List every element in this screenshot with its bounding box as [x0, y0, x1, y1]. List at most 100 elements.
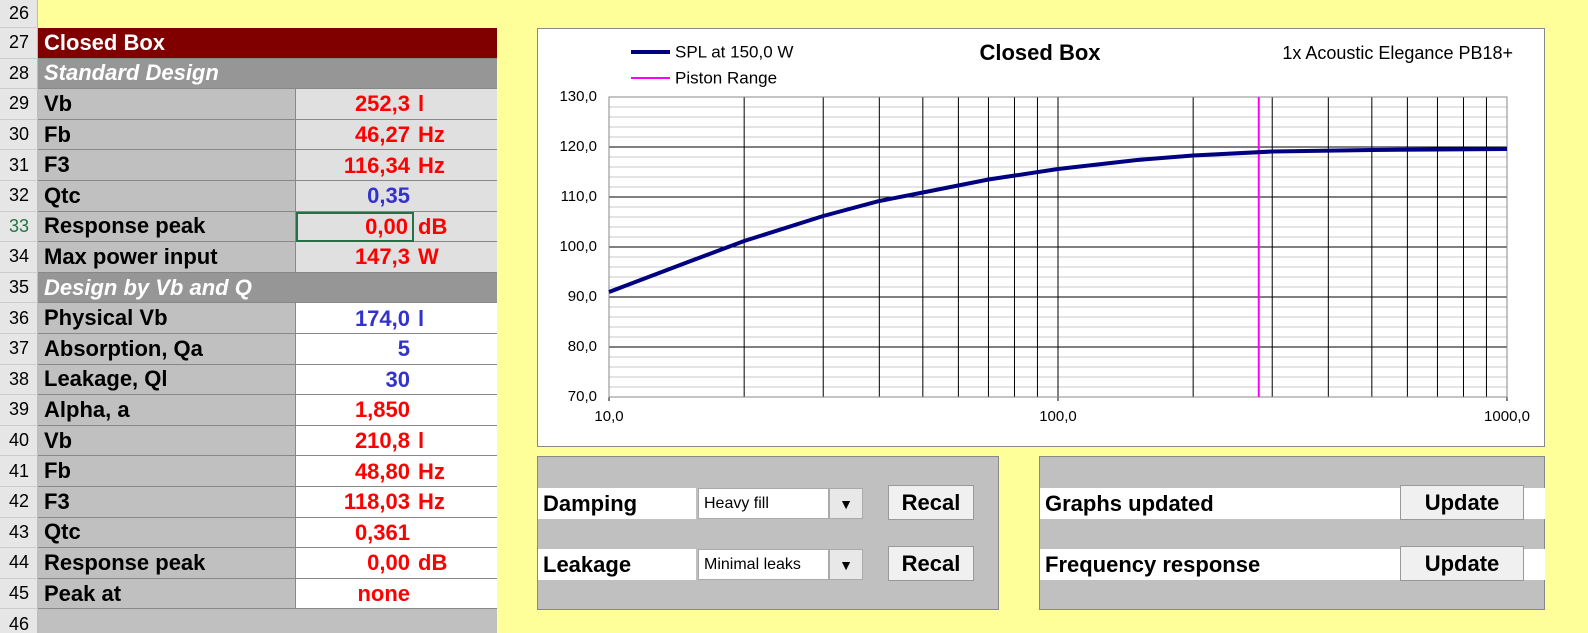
row-header-column [0, 0, 38, 633]
plot-border [608, 96, 1508, 398]
value-cell: 0,00 [296, 211, 414, 243]
value-cell: 0,35 [367, 183, 410, 209]
label-cell: Response peak [38, 548, 296, 579]
value-cell-bg [296, 181, 497, 212]
row-number: 27 [0, 28, 38, 59]
legend-label: Piston Range [675, 68, 777, 87]
label-cell: Peak at [38, 578, 296, 610]
value-cell-bg [296, 548, 497, 579]
section-cell: Standard Design [38, 58, 497, 90]
value-cell: 5 [397, 336, 410, 362]
title-cell: Closed Box [38, 28, 497, 59]
row-number: 38 [0, 365, 38, 396]
y-tick-label: 70,0 [568, 388, 597, 405]
row-number: 46 [0, 609, 38, 633]
row-number: 32 [0, 181, 38, 212]
value-cell-bg [296, 303, 497, 334]
x-tick-label: 1000,0 [1484, 408, 1530, 425]
row-number: 44 [0, 548, 38, 579]
row-number: 39 [0, 395, 38, 426]
label-cell: Absorption, Qa [38, 334, 296, 365]
value-cell: 252,3 [354, 91, 410, 117]
row-number: 41 [0, 456, 38, 487]
row-number: 45 [0, 579, 38, 610]
update-button[interactable]: Update [1400, 546, 1524, 581]
value-cell-bg [296, 119, 497, 151]
row-number: 26 [0, 0, 38, 28]
label-cell: Qtc [38, 181, 296, 212]
value-cell-bg [296, 487, 497, 518]
unit-cell: Hz [418, 489, 445, 515]
value-cell: none [357, 581, 410, 607]
value-cell-bg [296, 211, 497, 243]
value-cell-bg [296, 334, 497, 365]
x-tick-label: 100,0 [1039, 408, 1077, 425]
value-cell-bg [296, 364, 497, 396]
row-number: 31 [0, 150, 38, 181]
value-cell-bg [296, 89, 497, 120]
row-number: 28 [0, 59, 38, 90]
unit-cell: dB [418, 550, 448, 576]
y-tick-label: 90,0 [568, 288, 597, 305]
row-number: 43 [0, 518, 38, 549]
label-cell: Response peak [38, 211, 296, 243]
series-line [608, 147, 1508, 294]
value-cell-bg [296, 578, 497, 610]
value-cell: 118,03 [343, 489, 410, 515]
row-number: 42 [0, 487, 38, 518]
y-tick-label: 120,0 [559, 138, 597, 155]
label-cell: F3 [38, 150, 296, 181]
recal-button[interactable]: Recal [888, 485, 974, 520]
value-cell: 0,361 [354, 519, 410, 545]
label-cell: Qtc [38, 517, 296, 549]
value-cell-bg [296, 517, 497, 549]
control-label: Leakage [538, 549, 696, 580]
label-cell: Fb [38, 456, 296, 487]
row-number: 40 [0, 426, 38, 457]
label-cell: Max power input [38, 242, 296, 273]
value-cell-bg [296, 242, 497, 273]
y-tick-label: 110,0 [561, 188, 597, 205]
value-cell: 174,0 [354, 305, 410, 331]
value-cell: 30 [385, 366, 410, 392]
dropdown-arrow[interactable]: ▼ [829, 488, 863, 519]
recal-button[interactable]: Recal [888, 546, 974, 581]
label-cell: Vb [38, 425, 296, 457]
value-cell-bg [296, 150, 497, 181]
row-number: 34 [0, 242, 38, 273]
row-number: 30 [0, 120, 38, 151]
unit-cell: W [418, 244, 439, 270]
row-number: 36 [0, 303, 38, 334]
y-tick-label: 80,0 [568, 338, 597, 355]
row-number: 37 [0, 334, 38, 365]
value-cell: 48,80 [354, 458, 410, 484]
y-tick-label: 100,0 [559, 238, 597, 255]
value-cell-bg [296, 456, 497, 487]
unit-cell: Hz [418, 122, 445, 148]
control-label: Damping [538, 488, 696, 519]
dropdown[interactable]: Minimal leaks [698, 549, 829, 580]
control-panel [1039, 456, 1545, 610]
chart-subtitle: 1x Acoustic Elegance PB18+ [1282, 43, 1513, 63]
label-cell: F3 [38, 487, 296, 518]
chart: Closed Box 1x Acoustic Elegance PB18+ 70… [537, 28, 1545, 447]
value-cell: 116,34 [343, 152, 410, 178]
y-tick-label: 130,0 [559, 88, 597, 105]
unit-cell: l [418, 428, 425, 454]
control-panel [537, 456, 999, 610]
legend-label: SPL at 150,0 W [675, 42, 793, 61]
dropdown[interactable]: Heavy fill [698, 488, 829, 519]
label-cell: Vb [38, 89, 296, 120]
value-cell: 1,850 [354, 397, 410, 423]
unit-cell: dB [418, 213, 448, 239]
update-button[interactable]: Update [1400, 485, 1524, 520]
row-number: 29 [0, 89, 38, 120]
empty-cell [38, 609, 497, 633]
dropdown-arrow[interactable]: ▼ [829, 549, 863, 580]
row-number: 33 [0, 212, 38, 243]
value-cell: 210,8 [354, 428, 410, 454]
unit-cell: l [418, 91, 425, 117]
label-cell: Physical Vb [38, 303, 296, 334]
value-cell-bg [296, 395, 497, 426]
